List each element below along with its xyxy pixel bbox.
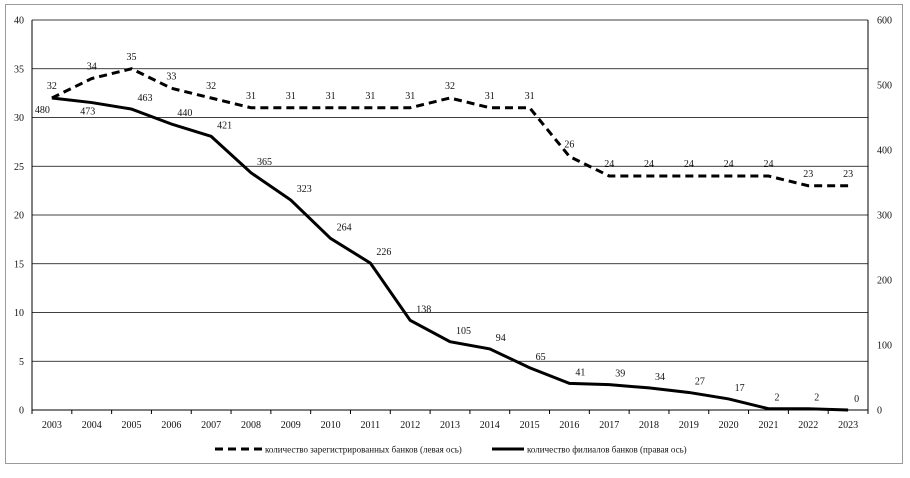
- x-tick-label: 2003: [42, 420, 62, 431]
- x-tick-label: 2016: [559, 420, 579, 431]
- x-tick-label: 2022: [798, 420, 818, 431]
- series-line-branches: [51, 96, 849, 412]
- data-label-banks: 31: [365, 91, 375, 102]
- y-left-tick-label: 5: [19, 357, 24, 368]
- data-label-banks: 32: [445, 81, 455, 92]
- y-left-tick-label: 0: [19, 406, 24, 417]
- x-tick-label: 2007: [201, 420, 221, 431]
- y-right-tick-label: 600: [877, 16, 892, 27]
- data-label-banks: 31: [286, 91, 296, 102]
- x-tick-label: 2018: [639, 420, 659, 431]
- data-label-branches: 473: [80, 107, 95, 118]
- x-tick-label: 2019: [679, 420, 699, 431]
- data-label-branches: 39: [615, 369, 625, 380]
- data-label-banks: 24: [763, 159, 773, 170]
- data-label-banks: 24: [684, 159, 694, 170]
- data-label-branches: 0: [854, 394, 859, 405]
- x-tick-label: 2017: [599, 420, 619, 431]
- x-tick-label: 2010: [321, 420, 341, 431]
- y-left-tick-label: 25: [14, 162, 24, 173]
- x-tick-label: 2013: [440, 420, 460, 431]
- y-right-tick-label: 100: [877, 341, 892, 352]
- data-label-banks: 35: [127, 52, 137, 63]
- x-tick-label: 2005: [122, 420, 142, 431]
- y-left-tick-label: 10: [14, 308, 24, 319]
- x-tick-label: 2021: [758, 420, 778, 431]
- data-label-banks: 24: [604, 159, 614, 170]
- data-label-branches: 264: [337, 222, 352, 233]
- data-label-branches: 463: [138, 93, 153, 104]
- data-label-banks: 34: [87, 62, 97, 73]
- legend-label-branches: количество филиалов банков (правая ось): [527, 445, 687, 455]
- data-label-banks: 33: [166, 71, 176, 82]
- data-label-banks: 23: [843, 169, 853, 180]
- data-label-branches: 41: [575, 367, 585, 378]
- legend-label-banks: количество зарегистрированных банков (ле…: [265, 445, 462, 455]
- series-line-banks: [51, 67, 849, 188]
- x-tick-label: 2015: [520, 420, 540, 431]
- y-right-tick-label: 400: [877, 146, 892, 157]
- data-label-branches: 94: [496, 333, 506, 344]
- x-tick-label: 2004: [82, 420, 102, 431]
- data-label-banks: 31: [405, 91, 415, 102]
- data-label-branches: 105: [456, 326, 471, 337]
- y-right-tick-label: 300: [877, 211, 892, 222]
- data-label-branches: 440: [177, 108, 192, 119]
- x-tick-label: 2008: [241, 420, 261, 431]
- data-label-branches: 421: [217, 120, 232, 131]
- x-tick-label: 2009: [281, 420, 301, 431]
- y-left-tick-label: 35: [14, 64, 24, 75]
- y-right-tick-label: 0: [877, 406, 882, 417]
- data-label-branches: 2: [814, 393, 819, 404]
- y-left-tick-label: 30: [14, 113, 24, 124]
- data-label-banks: 24: [724, 159, 734, 170]
- y-right-tick-label: 200: [877, 276, 892, 287]
- data-label-banks: 23: [803, 169, 813, 180]
- data-label-branches: 226: [376, 247, 391, 258]
- x-tick-label: 2020: [719, 420, 739, 431]
- x-tick-label: 2012: [400, 420, 420, 431]
- x-tick-label: 2014: [480, 420, 500, 431]
- data-label-banks: 31: [326, 91, 336, 102]
- x-tick-label: 2011: [361, 420, 381, 431]
- x-tick-label: 2023: [838, 420, 858, 431]
- data-label-branches: 27: [695, 376, 705, 387]
- data-label-banks: 24: [644, 159, 654, 170]
- data-label-branches: 2: [774, 393, 779, 404]
- data-label-branches: 138: [416, 304, 431, 315]
- data-label-banks: 31: [485, 91, 495, 102]
- data-label-branches: 17: [735, 383, 745, 394]
- data-label-banks: 32: [47, 81, 57, 92]
- data-label-banks: 32: [206, 81, 216, 92]
- data-label-banks: 31: [525, 91, 535, 102]
- y-right-tick-label: 500: [877, 81, 892, 92]
- y-left-tick-label: 40: [14, 16, 24, 27]
- data-label-banks: 31: [246, 91, 256, 102]
- x-tick-label: 2006: [161, 420, 181, 431]
- data-label-branches: 480: [35, 105, 50, 116]
- data-label-banks: 26: [564, 140, 574, 151]
- data-label-branches: 323: [297, 184, 312, 195]
- data-label-branches: 34: [655, 372, 665, 383]
- y-left-tick-label: 20: [14, 211, 24, 222]
- data-label-branches: 65: [536, 352, 546, 363]
- data-label-branches: 365: [257, 157, 272, 168]
- y-left-tick-label: 15: [14, 259, 24, 270]
